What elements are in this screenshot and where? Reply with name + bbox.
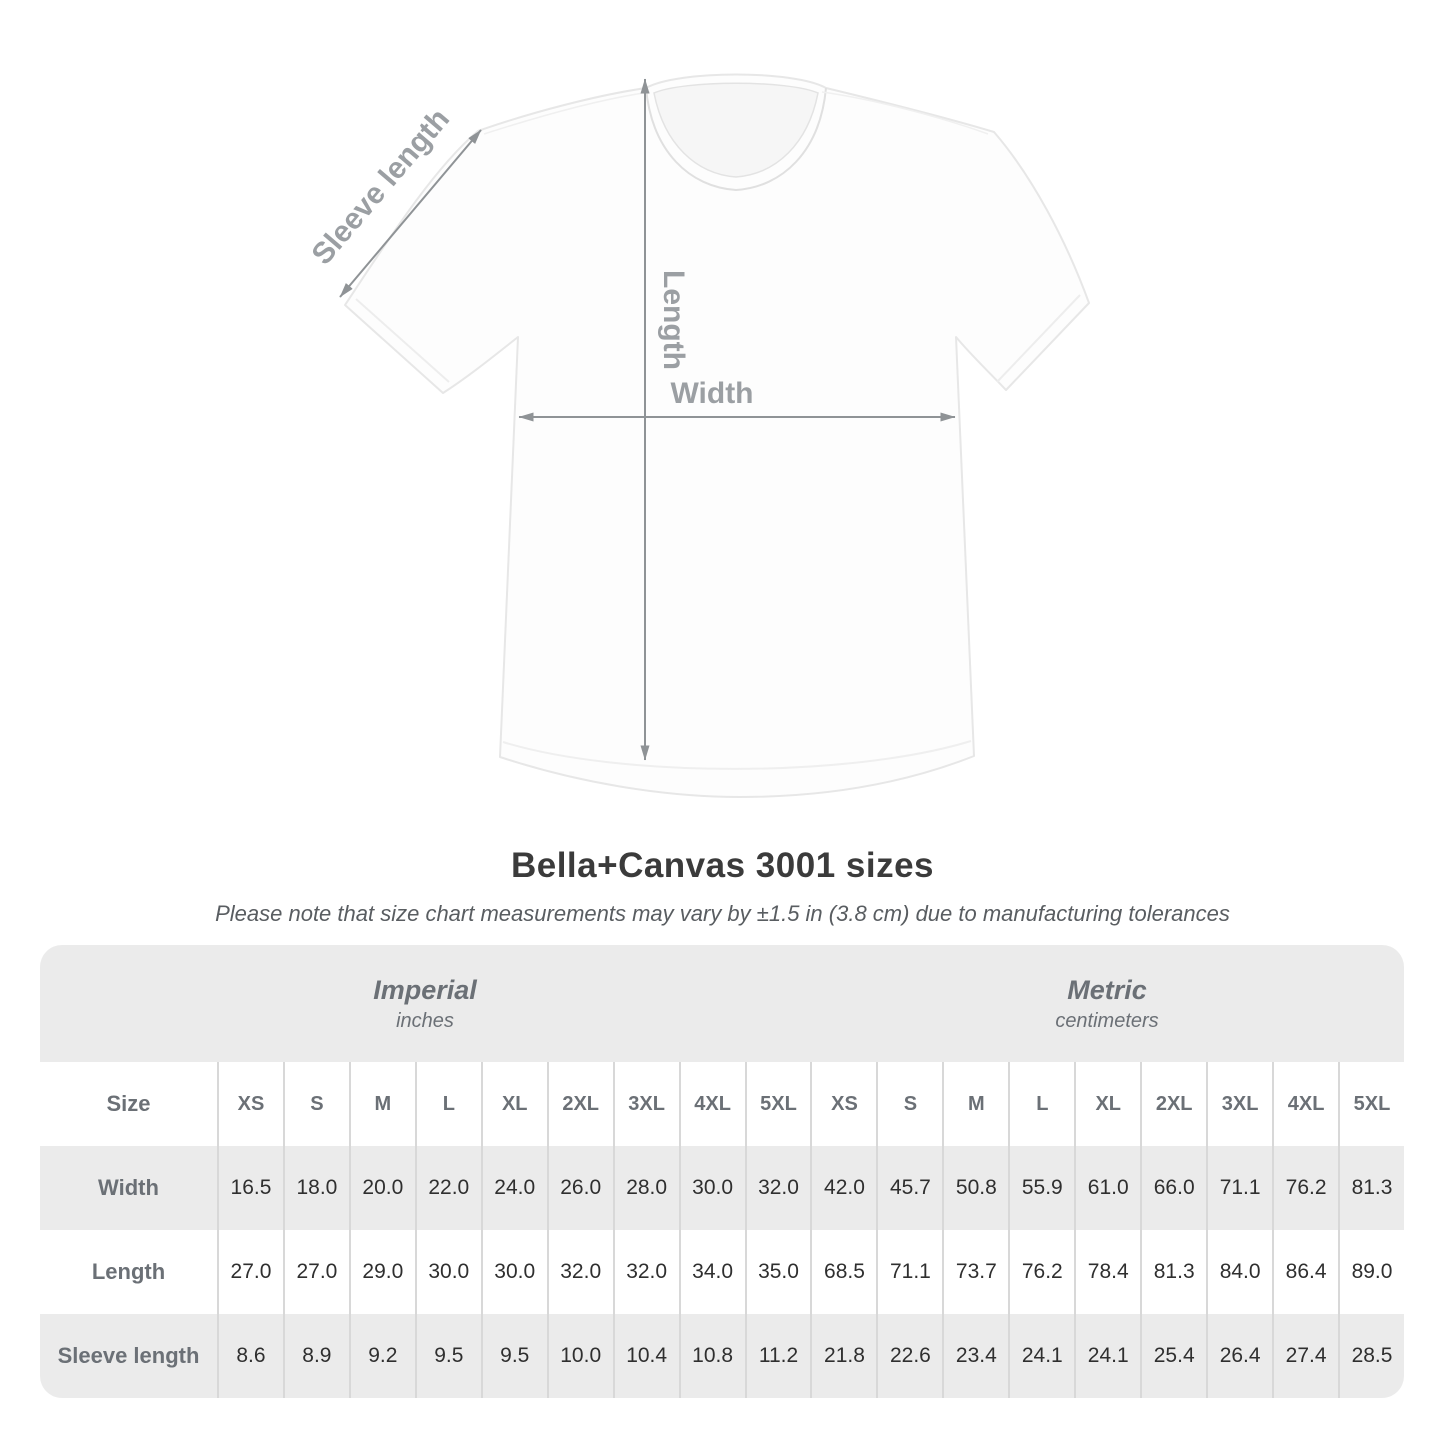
- table-cell: 84.0: [1206, 1230, 1272, 1314]
- table-row-sleeve-length: Sleeve length 8.6 8.9 9.2 9.5 9.5 10.0 1…: [40, 1314, 1404, 1398]
- table-cell: 28.5: [1338, 1314, 1404, 1398]
- table-cell: 9.2: [348, 1314, 415, 1398]
- table-cell: 66.0: [1140, 1146, 1206, 1230]
- imperial-header: Imperial inches: [40, 945, 810, 1062]
- table-cell: 8.6: [217, 1314, 283, 1398]
- size-header-metric-m: M: [942, 1062, 1008, 1146]
- size-header-metric-s: S: [876, 1062, 942, 1146]
- table-cell: 86.4: [1272, 1230, 1338, 1314]
- size-header-metric-3xl: 3XL: [1206, 1062, 1272, 1146]
- tshirt-diagram-svg: Sleeve length Length Width: [305, 73, 1090, 798]
- metric-header: Metric centimeters: [810, 945, 1404, 1062]
- table-cell: 61.0: [1074, 1146, 1140, 1230]
- table-row-width: Width 16.5 18.0 20.0 22.0 24.0 26.0 28.0…: [40, 1146, 1404, 1230]
- table-cell: 26.0: [546, 1146, 613, 1230]
- table-cell: 27.0: [217, 1230, 283, 1314]
- size-header-metric-2xl: 2XL: [1140, 1062, 1206, 1146]
- tshirt-measurement-diagram: Sleeve length Length Width: [305, 73, 1090, 798]
- row-label-width: Width: [98, 1175, 159, 1200]
- size-header-imperial-5xl: 5XL: [744, 1062, 811, 1146]
- collar-opening: [653, 82, 819, 178]
- table-cell: 68.5: [810, 1230, 876, 1314]
- table-cell: 22.6: [876, 1314, 942, 1398]
- table-cell: 42.0: [810, 1146, 876, 1230]
- size-header-metric-4xl: 4XL: [1272, 1062, 1338, 1146]
- size-header-imperial-s: S: [282, 1062, 349, 1146]
- table-cell: 30.0: [414, 1230, 481, 1314]
- table-cell: 21.8: [810, 1314, 876, 1398]
- size-header-imperial-4xl: 4XL: [678, 1062, 745, 1146]
- table-cell: 28.0: [612, 1146, 679, 1230]
- table-cell: 30.0: [678, 1146, 745, 1230]
- table-cell: 71.1: [1206, 1146, 1272, 1230]
- imperial-label: Imperial: [373, 974, 477, 1005]
- table-cell: 26.4: [1206, 1314, 1272, 1398]
- table-cell: 73.7: [942, 1230, 1008, 1314]
- tolerance-note: Please note that size chart measurements…: [215, 901, 1230, 926]
- size-corner-label: Size: [106, 1091, 151, 1116]
- table-cell: 76.2: [1272, 1146, 1338, 1230]
- table-cell: 34.0: [678, 1230, 745, 1314]
- table-cell: 32.0: [546, 1230, 613, 1314]
- metric-label: Metric: [1067, 974, 1147, 1005]
- table-cell: 24.0: [480, 1146, 547, 1230]
- table-cell: 10.0: [546, 1314, 613, 1398]
- row-label-sleeve-length: Sleeve length: [57, 1343, 200, 1368]
- table-cell: 81.3: [1140, 1230, 1206, 1314]
- size-header-imperial-xl: XL: [480, 1062, 547, 1146]
- page-title: Bella+Canvas 3001 sizes: [510, 846, 935, 885]
- size-header-metric-5xl: 5XL: [1338, 1062, 1404, 1146]
- table-cell: 23.4: [942, 1314, 1008, 1398]
- table-cell: 25.4: [1140, 1314, 1206, 1398]
- size-header-imperial-l: L: [414, 1062, 481, 1146]
- row-label-length: Length: [91, 1259, 166, 1284]
- table-cell: 24.1: [1008, 1314, 1074, 1398]
- table-cell: 11.2: [744, 1314, 811, 1398]
- table-cell: 35.0: [744, 1230, 811, 1314]
- metric-sublabel: centimeters: [1055, 1009, 1159, 1032]
- table-cell: 71.1: [876, 1230, 942, 1314]
- table-row-length: Length 27.0 27.0 29.0 30.0 30.0 32.0 32.…: [40, 1230, 1404, 1314]
- width-label: Width: [670, 377, 753, 410]
- size-header-imperial-3xl: 3XL: [612, 1062, 679, 1146]
- table-cell: 22.0: [414, 1146, 481, 1230]
- table-cell: 18.0: [282, 1146, 349, 1230]
- size-header-metric-xs: XS: [810, 1062, 876, 1146]
- table-cell: 30.0: [480, 1230, 547, 1314]
- table-cell: 10.4: [612, 1314, 679, 1398]
- table-cell: 45.7: [876, 1146, 942, 1230]
- table-cell: 16.5: [217, 1146, 283, 1230]
- table-cell: 55.9: [1008, 1146, 1074, 1230]
- unit-header-band: Imperial inches Metric centimeters: [40, 945, 1404, 1062]
- table-cell: 27.4: [1272, 1314, 1338, 1398]
- size-header-imperial-2xl: 2XL: [546, 1062, 613, 1146]
- size-header-row: Size XS S M L XL 2XL 3XL 4XL 5XL XS S M …: [40, 1062, 1404, 1146]
- size-header-imperial-xs: XS: [217, 1062, 283, 1146]
- table-cell: 24.1: [1074, 1314, 1140, 1398]
- table-cell: 32.0: [612, 1230, 679, 1314]
- table-cell: 8.9: [282, 1314, 349, 1398]
- table-cell: 78.4: [1074, 1230, 1140, 1314]
- size-header-metric-l: L: [1008, 1062, 1074, 1146]
- tshirt-illustration: [344, 73, 1090, 798]
- table-cell: 27.0: [282, 1230, 349, 1314]
- table-cell: 10.8: [678, 1314, 745, 1398]
- table-cell: 81.3: [1338, 1146, 1404, 1230]
- size-header-imperial-m: M: [348, 1062, 415, 1146]
- table-cell: 32.0: [744, 1146, 811, 1230]
- sleeve-length-arrow: [339, 129, 482, 298]
- imperial-sublabel: inches: [396, 1009, 454, 1032]
- size-chart-table: Imperial inches Metric centimeters Size …: [40, 945, 1404, 1398]
- length-label: Length: [657, 270, 690, 370]
- collar-seam: [645, 87, 827, 192]
- table-cell: 9.5: [414, 1314, 481, 1398]
- table-cell: 89.0: [1338, 1230, 1404, 1314]
- table-cell: 76.2: [1008, 1230, 1074, 1314]
- table-cell: 9.5: [480, 1314, 547, 1398]
- table-cell: 20.0: [348, 1146, 415, 1230]
- table-cell: 50.8: [942, 1146, 1008, 1230]
- size-header-metric-xl: XL: [1074, 1062, 1140, 1146]
- table-cell: 29.0: [348, 1230, 415, 1314]
